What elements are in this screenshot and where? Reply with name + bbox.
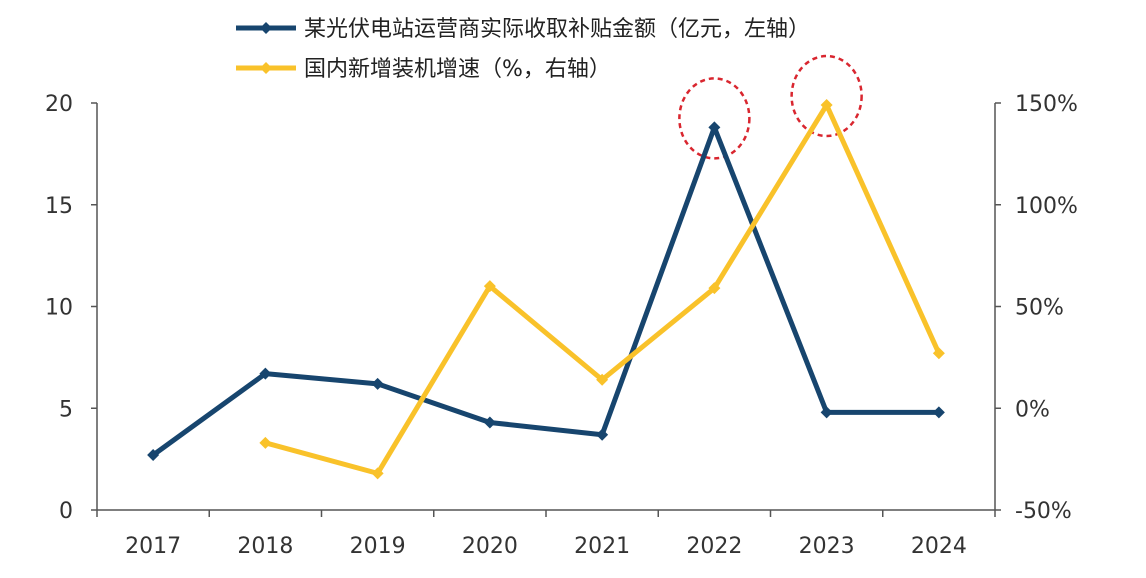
series-2-point (932, 347, 945, 360)
series-2-point (483, 280, 496, 293)
left-tick-label: 10 (45, 296, 73, 321)
right-tick-label: -50% (1015, 499, 1072, 524)
left-tick-label: 15 (45, 194, 73, 219)
x-tick-label: 2023 (799, 534, 855, 559)
x-tick-label: 2019 (350, 534, 406, 559)
series-line-2 (262, 102, 942, 476)
series-1-point (483, 416, 496, 429)
x-tick-label: 2024 (911, 534, 967, 559)
series-1-point (708, 121, 721, 134)
legend-label-2: 国内新增装机增速（%，右轴） (304, 57, 611, 82)
series-1-point (259, 367, 272, 380)
left-tick-label: 5 (59, 397, 73, 422)
right-tick-label: 100% (1015, 194, 1078, 219)
series-2-point (371, 467, 384, 480)
series-2-point (708, 282, 721, 295)
legend-marker-1 (260, 22, 272, 34)
x-tick-label: 2021 (574, 534, 630, 559)
series-1-point (820, 406, 833, 419)
highlight-circle-2022 (678, 77, 751, 160)
right-tick-label: 150% (1015, 92, 1078, 117)
x-tick-label: 2022 (686, 534, 742, 559)
x-tick-label: 2017 (125, 534, 181, 559)
x-tick-label: 2020 (462, 534, 518, 559)
series-line-1 (150, 124, 942, 458)
axes: 0 5 10 15 20 -50% 0% 50% 100% 150% 2017 2018 2019 202… (45, 92, 1078, 559)
series-1-point (371, 377, 384, 390)
series-1-point (147, 449, 160, 462)
series-2-point (820, 99, 833, 112)
x-tick-label: 2018 (237, 534, 293, 559)
highlights (678, 54, 863, 160)
series-1-point (596, 428, 609, 441)
left-tick-label: 20 (45, 92, 73, 117)
right-tick-label: 50% (1015, 296, 1064, 321)
legend: 某光伏电站运营商实际收取补贴金额（亿元，左轴） 国内新增装机增速（%，右轴） (236, 17, 810, 82)
highlight-circle-2023 (790, 54, 863, 138)
series-2-point (596, 373, 609, 386)
plot-area (147, 99, 945, 480)
legend-marker-2 (260, 62, 272, 74)
right-tick-label: 0% (1015, 397, 1050, 422)
series-1-point (932, 406, 945, 419)
series-2-point (259, 436, 272, 449)
left-tick-label: 0 (59, 499, 73, 524)
legend-label-1: 某光伏电站运营商实际收取补贴金额（亿元，左轴） (304, 17, 810, 42)
